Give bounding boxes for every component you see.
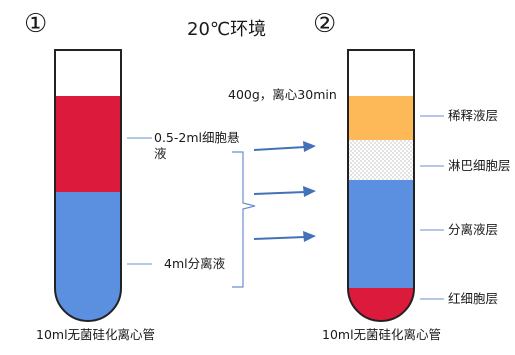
tube-2-diluent-layer — [348, 96, 414, 140]
tube-2-number: ② — [313, 9, 337, 39]
diagram-title: 20℃环境 — [187, 19, 267, 40]
tube-2-layer-label-3: 分离液层 — [448, 222, 499, 237]
tube-2 — [347, 49, 415, 322]
tube-2-separation-layer — [348, 180, 414, 288]
bracket — [232, 151, 256, 288]
tube-1-number: ① — [24, 9, 48, 39]
tube-1-blue-layer — [55, 192, 121, 321]
tube-2-layer-label-4: 红细胞层 — [448, 291, 499, 306]
arrow-group — [253, 141, 316, 242]
process-label: 400g，离心30min — [228, 87, 337, 102]
tube-2-caption: 10ml无菌硅化离心管 — [322, 327, 442, 342]
tube-1-cell-label-line1: 0.5-2ml细胞悬 — [154, 130, 240, 145]
tube-1-outline — [54, 49, 122, 322]
arrow-3-icon — [253, 231, 316, 242]
tube-2-layer-label-1: 稀释液层 — [448, 108, 499, 123]
tube-2-lymphocyte-layer — [348, 140, 414, 180]
tube-2-layer-label-2: 淋巴细胞层 — [448, 158, 511, 173]
tube-1 — [54, 49, 122, 322]
tube-2-outline — [347, 49, 415, 322]
tube-1-cell-label-line2: 液 — [154, 146, 167, 161]
tube-1-caption: 10ml无菌硅化离心管 — [36, 327, 156, 342]
arrow-2-icon — [253, 186, 316, 197]
arrow-1-icon — [253, 141, 316, 152]
tube-1-sep-label: 4ml分离液 — [164, 256, 226, 271]
tube-1-red-layer — [55, 96, 121, 192]
